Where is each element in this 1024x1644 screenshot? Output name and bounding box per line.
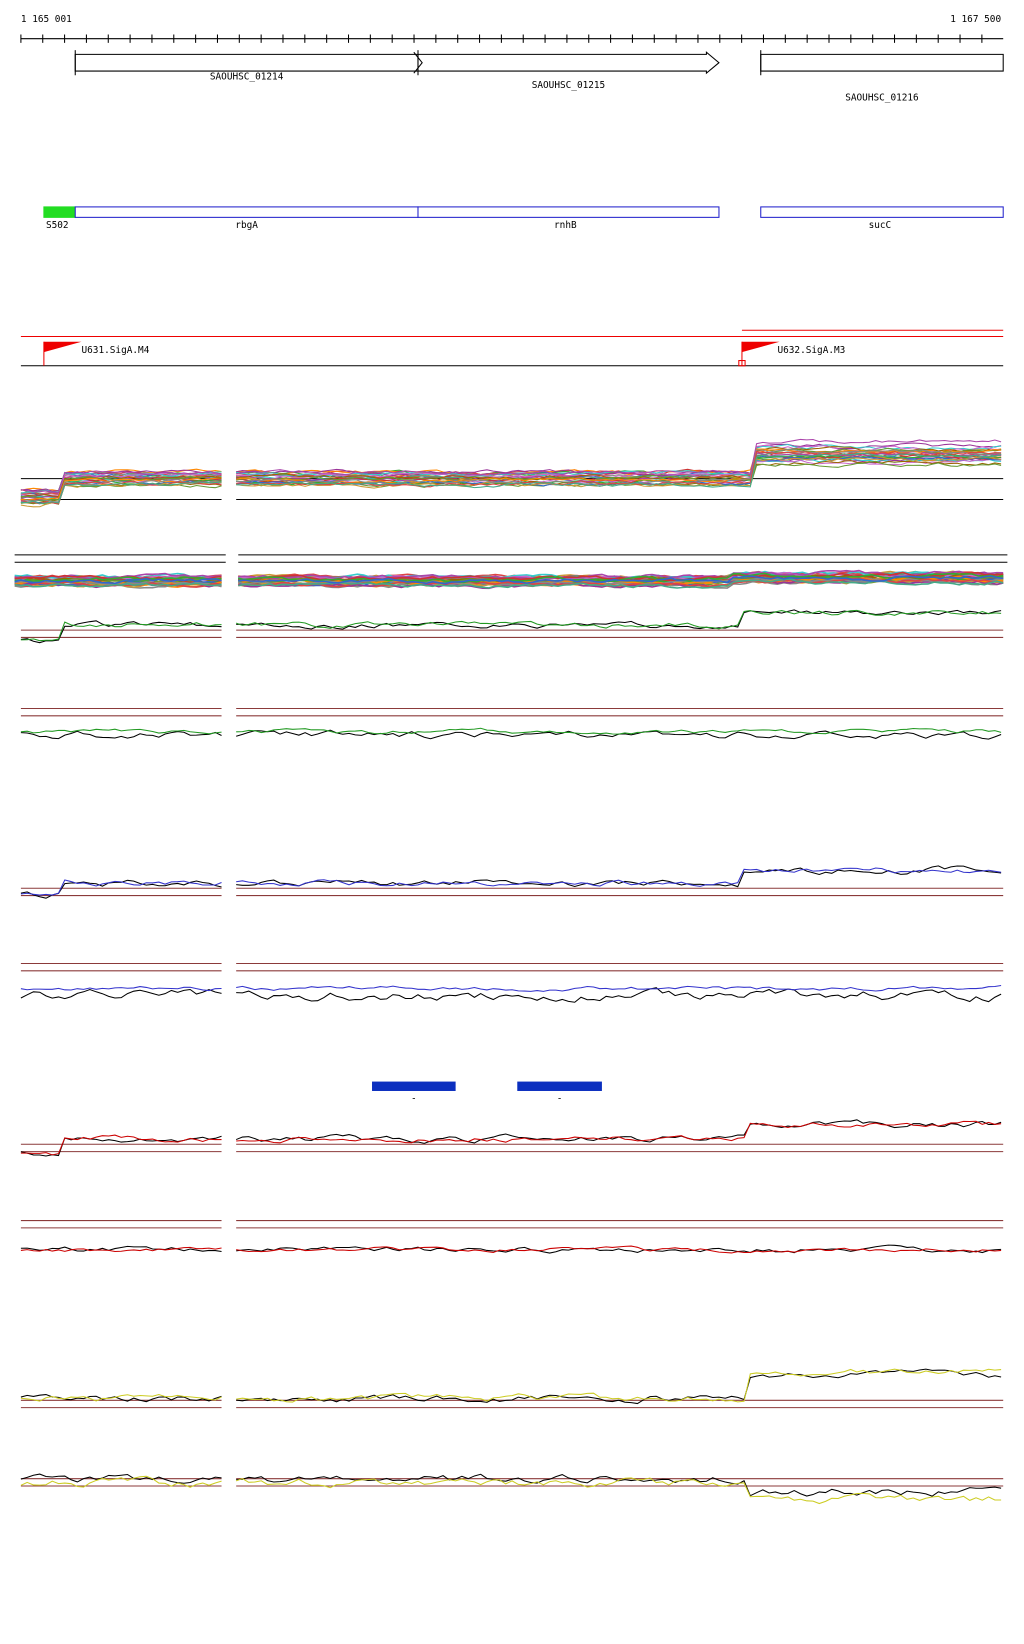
track-line: [236, 1120, 1002, 1144]
promoter-label: U632.SigA.M3: [777, 345, 845, 356]
track-line: [20, 620, 222, 644]
track-line: [236, 987, 1002, 1003]
feature-label: rnhB: [554, 220, 577, 231]
track-line: [20, 1473, 222, 1484]
gene-arrow: [74, 53, 419, 72]
promoter-flag: [43, 341, 82, 353]
promoter-flag: [741, 341, 780, 353]
track-line: [236, 1368, 1002, 1403]
feature-box: [417, 206, 720, 218]
gene-label: SAOUHSC_01216: [845, 92, 919, 103]
track-line: [236, 444, 1002, 478]
ruler-end: 1 167 500: [950, 14, 1001, 25]
track-line: [238, 575, 1004, 585]
track-line: [20, 1394, 222, 1402]
track-line: [238, 571, 1004, 582]
track-line: [236, 865, 1002, 888]
track-line: [14, 577, 222, 585]
feature-label: sucC: [869, 220, 892, 231]
track-line: [235, 1477, 1002, 1505]
browser: 1 165 001 1 167 500 SAOUHSC_01214 SAOUHSC…: [14, 14, 1008, 1505]
track-line: [236, 609, 1002, 630]
track-line: [20, 728, 222, 735]
gene-arrow-tip: [413, 51, 423, 74]
track-line: [20, 481, 222, 505]
promoter-marker: [738, 360, 746, 367]
feature-box: [43, 206, 76, 218]
feature-box: [74, 206, 419, 218]
track-line: [20, 481, 222, 505]
track-line: [14, 582, 222, 588]
track-line: [20, 472, 222, 497]
track-line: [20, 988, 222, 1000]
track-line: [236, 727, 1002, 735]
region-bar: [372, 1081, 456, 1091]
track-line: [20, 1475, 222, 1488]
feature-label: rbgA: [235, 220, 258, 231]
ruler-start: 1 165 001: [21, 14, 72, 25]
gene-label: SAOUHSC_01215: [532, 80, 606, 91]
track-line: [236, 1368, 1002, 1405]
feature-label: S502: [46, 220, 69, 231]
region-label: -: [411, 1093, 417, 1104]
region-label: -: [557, 1093, 563, 1104]
track-line: [20, 476, 222, 501]
gene-label: SAOUHSC_01214: [210, 71, 284, 82]
track-line: [20, 879, 222, 896]
track-line: [236, 438, 1002, 476]
track-line: [20, 730, 222, 740]
track-line: [236, 867, 1002, 887]
track-line: [20, 986, 222, 992]
track-line: [236, 985, 1002, 992]
track-line: [20, 1245, 222, 1253]
track-line: [20, 477, 222, 501]
region-bar: [517, 1081, 602, 1091]
track-line: [235, 1119, 1002, 1144]
track-line: [236, 1244, 1002, 1254]
track-line: [14, 579, 222, 587]
gene-arrow: [760, 53, 1004, 72]
track-line: [20, 621, 222, 642]
track-line: [20, 1246, 222, 1253]
feature-box: [760, 206, 1004, 218]
track-line: [20, 1134, 222, 1156]
track-line: [236, 452, 1002, 489]
gene-arrow: [417, 51, 720, 75]
promoter-label: U631.SigA.M4: [82, 345, 150, 356]
track-line: [235, 609, 1002, 630]
track-line: [236, 1245, 1002, 1254]
track-line: [20, 470, 222, 494]
track-line: [236, 1473, 1002, 1497]
